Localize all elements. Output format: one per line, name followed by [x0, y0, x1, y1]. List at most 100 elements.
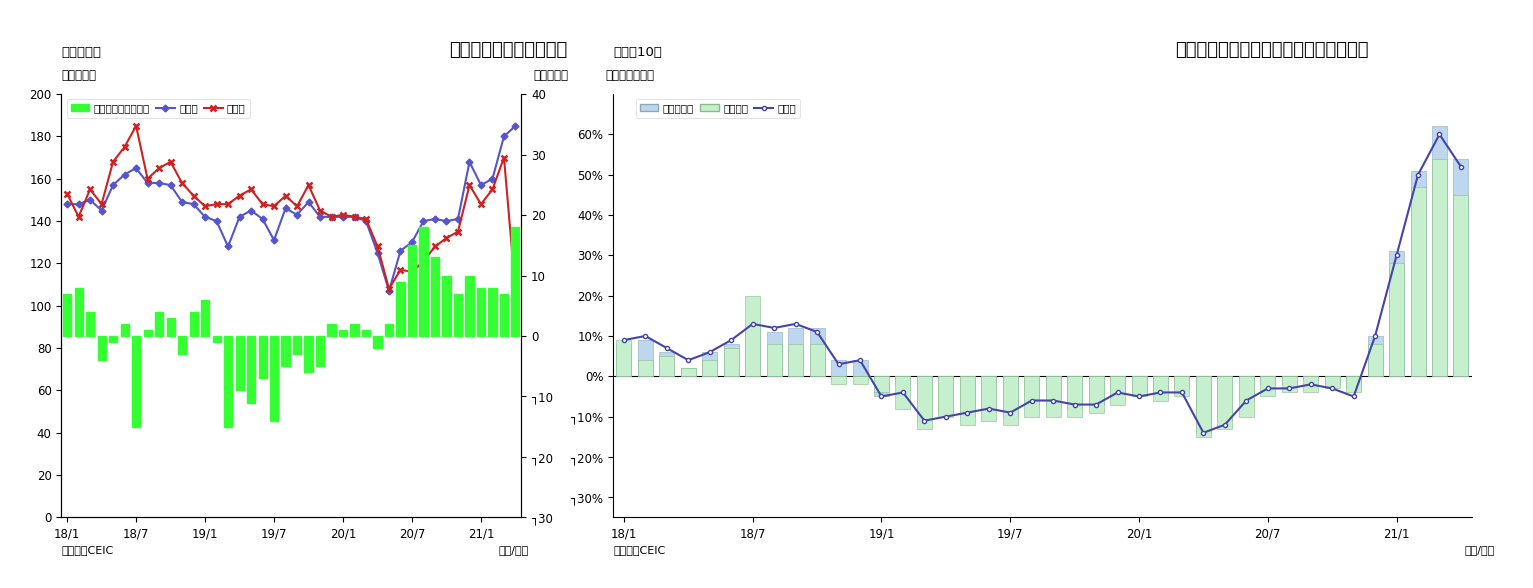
- Bar: [831, 360, 846, 376]
- Bar: [351, 324, 359, 336]
- Bar: [809, 344, 825, 376]
- Bar: [724, 348, 739, 376]
- Bar: [1024, 376, 1039, 405]
- Bar: [895, 376, 911, 409]
- Bar: [259, 336, 267, 378]
- Text: （億ドル）: （億ドル）: [533, 69, 569, 82]
- Legend: 非石油ガス, 石油ガス, 輸出額: 非石油ガス, 石油ガス, 輸出額: [636, 99, 800, 118]
- Bar: [1046, 376, 1061, 405]
- Bar: [1131, 376, 1147, 396]
- Bar: [270, 336, 277, 420]
- Bar: [293, 336, 300, 354]
- Bar: [1217, 376, 1233, 420]
- Bar: [144, 330, 152, 336]
- Bar: [1367, 344, 1383, 376]
- Bar: [917, 376, 932, 429]
- Bar: [1410, 187, 1426, 376]
- Bar: [917, 376, 932, 420]
- Bar: [1024, 376, 1039, 417]
- Text: （資料）CEIC: （資料）CEIC: [613, 544, 665, 554]
- Bar: [305, 336, 313, 372]
- Text: （資料）CEIC: （資料）CEIC: [61, 544, 113, 554]
- Bar: [616, 344, 632, 376]
- Bar: [316, 336, 323, 366]
- Text: インドネシア　貿易収支: インドネシア 貿易収支: [449, 41, 567, 59]
- Bar: [1239, 376, 1254, 417]
- Bar: [178, 336, 185, 354]
- Bar: [681, 368, 696, 376]
- Bar: [1282, 376, 1297, 392]
- Text: （年/月）: （年/月）: [1464, 544, 1495, 554]
- Bar: [1110, 376, 1125, 405]
- Bar: [155, 312, 162, 336]
- Bar: [408, 245, 415, 336]
- Bar: [1217, 376, 1233, 429]
- Bar: [86, 312, 94, 336]
- Legend: 貿易収支（右目盛）, 輸出額, 輸入額: 貿易収支（右目盛）, 輸出額, 輸入額: [66, 99, 250, 118]
- Text: （図脈10）: （図脈10）: [613, 46, 662, 59]
- Bar: [489, 288, 497, 336]
- Bar: [1196, 376, 1211, 437]
- Bar: [681, 368, 696, 376]
- Bar: [852, 376, 868, 385]
- Bar: [938, 376, 954, 413]
- Bar: [397, 282, 405, 336]
- Bar: [788, 328, 803, 376]
- Bar: [960, 376, 975, 425]
- Bar: [1067, 376, 1082, 409]
- Bar: [1088, 376, 1104, 413]
- Bar: [339, 330, 346, 336]
- Bar: [500, 293, 507, 336]
- Bar: [132, 336, 140, 427]
- Bar: [328, 324, 336, 336]
- Bar: [1174, 376, 1190, 396]
- Bar: [1389, 251, 1404, 376]
- Text: （前年同月比）: （前年同月比）: [606, 69, 655, 82]
- Bar: [809, 328, 825, 376]
- Bar: [938, 376, 954, 417]
- Bar: [121, 324, 129, 336]
- Bar: [981, 376, 996, 409]
- Bar: [454, 293, 461, 336]
- Bar: [1325, 376, 1340, 389]
- Bar: [236, 336, 244, 390]
- Bar: [443, 276, 451, 336]
- Bar: [167, 318, 175, 336]
- Bar: [659, 356, 675, 376]
- Bar: [224, 336, 231, 427]
- Bar: [895, 376, 911, 385]
- Bar: [1410, 171, 1426, 376]
- Bar: [1046, 376, 1061, 417]
- Bar: [1325, 376, 1340, 385]
- Bar: [638, 360, 653, 376]
- Bar: [512, 227, 520, 336]
- Bar: [1260, 376, 1275, 396]
- Bar: [109, 336, 117, 342]
- Bar: [466, 276, 474, 336]
- Bar: [213, 336, 221, 342]
- Bar: [1432, 159, 1447, 376]
- Bar: [1282, 376, 1297, 385]
- Bar: [1453, 159, 1469, 376]
- Bar: [874, 376, 889, 396]
- Bar: [190, 312, 198, 336]
- Bar: [831, 376, 846, 385]
- Bar: [638, 340, 653, 376]
- Bar: [766, 332, 782, 376]
- Bar: [1110, 376, 1125, 392]
- Bar: [960, 376, 975, 417]
- Bar: [616, 340, 632, 376]
- Bar: [374, 336, 382, 348]
- Bar: [1367, 336, 1383, 376]
- Bar: [98, 336, 106, 360]
- Bar: [247, 336, 254, 403]
- Bar: [1003, 376, 1018, 417]
- Bar: [1153, 376, 1168, 400]
- Bar: [745, 296, 760, 376]
- Text: （年/月）: （年/月）: [498, 544, 529, 554]
- Bar: [1346, 376, 1361, 389]
- Bar: [1453, 195, 1469, 376]
- Bar: [1260, 376, 1275, 385]
- Bar: [1174, 376, 1190, 389]
- Bar: [1389, 263, 1404, 376]
